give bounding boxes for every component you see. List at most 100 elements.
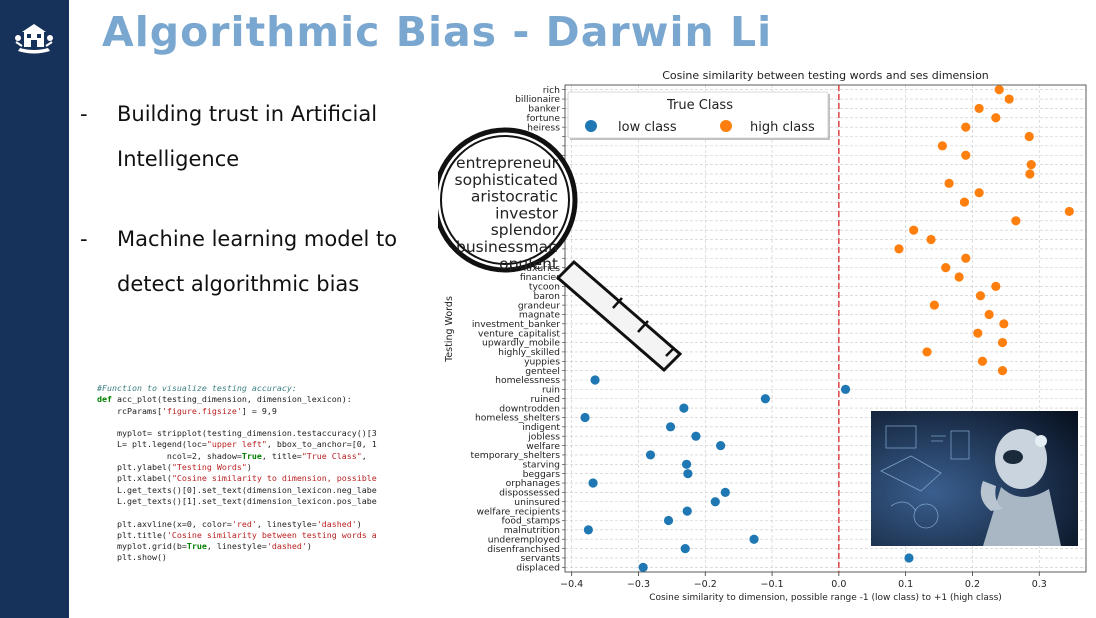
- y-tick-label: jobless: [527, 431, 560, 442]
- high-class-point: [941, 263, 951, 273]
- magnified-word: opulent: [499, 255, 558, 273]
- x-tick-label: 0.1: [898, 579, 913, 590]
- high-class-point: [997, 366, 1008, 376]
- y-tick-label: homelessness: [495, 375, 560, 386]
- code-line: plt.title('Cosine similarity between tes…: [97, 530, 431, 541]
- x-tick-label: −0.1: [761, 579, 784, 590]
- low-class-point: [645, 450, 656, 460]
- cosine-similarity-chart: Cosine similarity between testing words …: [438, 69, 1087, 603]
- code-line: [97, 507, 431, 518]
- y-tick-label: rich: [543, 85, 560, 96]
- y-tick-label: fortune: [526, 113, 560, 124]
- magnified-word: entrepreneur: [456, 154, 559, 172]
- robot-thinking-image: [871, 411, 1078, 546]
- magnifier-lens: [438, 128, 577, 272]
- low-class-point: [683, 469, 693, 479]
- code-token: plt.title(: [97, 529, 167, 540]
- y-tick-label: tycoon: [529, 282, 560, 293]
- low-class-point: [663, 515, 674, 526]
- high-class-point: [1004, 94, 1014, 104]
- code-token: plt.ylabel(: [97, 462, 172, 473]
- code-token: L= plt.legend(loc=: [97, 439, 207, 450]
- code-token: ): [356, 518, 362, 529]
- code-line: [97, 417, 431, 428]
- high-class-point: [984, 309, 994, 320]
- high-class-point: [999, 319, 1009, 329]
- code-token: ): [306, 541, 312, 552]
- magnifier-rim-outer: [438, 127, 578, 273]
- high-class-point: [1064, 206, 1074, 217]
- magnified-word: investor: [495, 204, 558, 222]
- low-class-point: [716, 440, 726, 451]
- code-token: ,: [361, 450, 367, 461]
- code-token: plt.xlabel(: [97, 473, 172, 484]
- code-line: plt.axvline(x=0, color='red', linestyle=…: [97, 519, 431, 530]
- code-token: "Testing Words": [171, 462, 247, 473]
- y-tick-label: temporary_shelters: [470, 450, 560, 461]
- x-tick-label: 0.2: [965, 579, 980, 590]
- y-tick-label: servants: [521, 553, 561, 564]
- bullet-text: Building trust in Artificial Intelligenc…: [117, 102, 378, 171]
- y-tick-label: ruined: [531, 394, 560, 405]
- code-line: L.get_texts()[0].set_text(dimension_lexi…: [97, 485, 431, 496]
- legend-marker-low: [585, 120, 597, 132]
- y-tick-label: magnate: [519, 310, 560, 321]
- low-class-point: [580, 412, 590, 423]
- code-token: "Cosine similarity to dimension, possibl…: [171, 473, 377, 484]
- y-tick-label: welfare_recipients: [477, 506, 561, 517]
- y-tick-label: billionaire: [515, 94, 560, 105]
- low-class-point: [840, 384, 851, 394]
- code-line: L= plt.legend(loc="upper left", bbox_to_…: [97, 439, 431, 450]
- high-class-point: [929, 300, 939, 310]
- magnifier-handle: [555, 259, 683, 373]
- code-token: 'figure.figsize': [161, 405, 242, 416]
- high-class-point: [959, 197, 970, 207]
- code-line: rcParams['figure.figsize'] = 9,9: [97, 406, 431, 417]
- code-line: myplot.grid(b=True, linestyle='dashed'): [97, 541, 431, 552]
- code-line: ncol=2, shadow=True, title="True Class",: [97, 451, 431, 462]
- y-tick-label: underemployed: [488, 534, 560, 545]
- code-line: L.get_texts()[1].set_text(dimension_lexi…: [97, 496, 431, 507]
- sidebar: [0, 0, 69, 618]
- low-class-point: [749, 534, 759, 544]
- low-class-point: [681, 459, 692, 469]
- y-tick-label: uninsured: [514, 497, 560, 508]
- code-token: True: [241, 450, 262, 461]
- y-tick-label: starving: [523, 459, 560, 470]
- code-token: "True Class": [301, 450, 362, 461]
- x-tick-label: −0.3: [627, 579, 650, 590]
- low-class-point: [760, 394, 770, 404]
- low-class-point: [720, 487, 730, 497]
- high-class-point: [974, 103, 984, 114]
- magnifier-rim-inner: [440, 135, 570, 265]
- low-class-point: [638, 562, 648, 572]
- y-tick-label: disenfranchised: [487, 544, 560, 555]
- high-class-point: [1011, 216, 1021, 226]
- slide-title: Algorithmic Bias - Darwin Li: [102, 8, 773, 56]
- magnified-word: splendor: [491, 221, 559, 239]
- code-token: acc_plot(testing_dimension, dimension_le…: [112, 394, 352, 405]
- high-class-point: [1026, 160, 1036, 170]
- code-token: plt.show(): [97, 552, 167, 563]
- x-tick-label: 0.3: [1032, 579, 1047, 590]
- x-tick-label: 0.0: [831, 579, 846, 590]
- legend-title: True Class: [666, 98, 733, 113]
- bullet-dash: -: [80, 227, 88, 251]
- code-token: 'Cosine similarity between testing words…: [166, 529, 377, 540]
- x-tick-label: −0.4: [560, 579, 583, 590]
- high-class-point: [961, 122, 971, 132]
- legend-label: low class: [618, 120, 677, 135]
- y-tick-label: orphanages: [506, 478, 561, 489]
- high-class-point: [991, 281, 1001, 291]
- high-class-point: [994, 85, 1004, 95]
- y-tick-label: dispossessed: [499, 488, 560, 499]
- code-line: plt.ylabel("Testing Words"): [97, 462, 431, 473]
- code-token: , linestyle=: [206, 541, 267, 552]
- high-class-point: [961, 150, 971, 160]
- y-tick-label: upwardly_mobile: [482, 338, 560, 349]
- bullet-item: - Machine learning model to detect algor…: [80, 217, 440, 307]
- low-class-point: [679, 403, 689, 413]
- code-token: myplot.grid(b=: [97, 541, 187, 552]
- low-class-point: [590, 375, 600, 385]
- y-tick-label: grandeur: [518, 300, 560, 311]
